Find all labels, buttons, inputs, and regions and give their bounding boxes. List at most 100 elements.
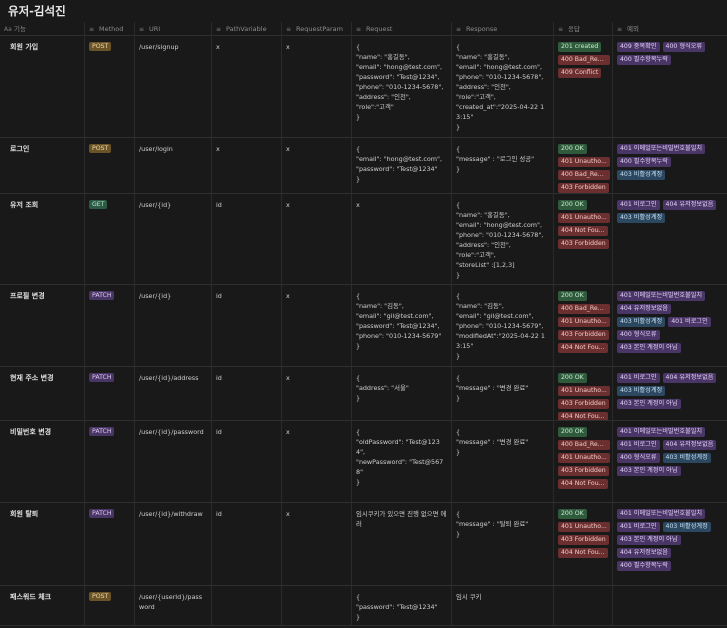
status-code-tag: 404 Not Fou... (558, 548, 608, 558)
column-header-6[interactable]: ≡ Response (451, 22, 553, 36)
status-codes-cell[interactable]: 201 created 400 Bad_Req... 409 Conflict (553, 36, 612, 137)
requestparam-cell[interactable]: x (281, 194, 351, 284)
name-cell[interactable]: 회원 가입 (10, 43, 39, 51)
exceptions-cell[interactable]: 401 이메일또는비밀번호불일치 401 비로그인 403 비활성계정 403 본인 … (612, 503, 727, 585)
name-cell[interactable]: 유저 조회 (10, 201, 39, 209)
status-code-tag: 403 Forbidden (558, 466, 609, 476)
column-header-4[interactable]: ≡ RequestParam (281, 22, 351, 36)
uri-cell[interactable]: /user/{id}/password (134, 421, 211, 502)
request-cell[interactable]: { "password": "Test@1234" } (351, 586, 451, 625)
column-header-8[interactable]: ≡ 예외 (612, 22, 727, 36)
table-row[interactable]: 회원 탈퇴 PATCH/user/{id}/withdraw id x 임시쿠키가 있으… (0, 503, 727, 586)
exceptions-cell[interactable]: 409 중복확인 400 형식오류 400 필수항목누락 (612, 36, 727, 137)
name-cell[interactable]: 현재 주소 변경 (10, 374, 54, 382)
response-cell[interactable]: { "name": "김동", "email": "gil@test.com",… (451, 285, 553, 366)
method-cell[interactable]: GET (84, 194, 134, 284)
name-cell[interactable]: 로그인 (10, 145, 30, 153)
exception-tag: 404 유저정보없음 (617, 548, 671, 558)
status-codes-cell[interactable] (553, 586, 612, 625)
method-cell[interactable]: PATCH (84, 285, 134, 366)
status-code-tag: 401 Unautho... (558, 157, 610, 167)
status-code-tag: 200 OK (558, 291, 587, 301)
exceptions-cell[interactable]: 401 이메일또는비밀번호불일치 404 유저정보없음 403 비활성계정 401 비… (612, 285, 727, 366)
table-row[interactable]: 프로필 변경 PATCH/user/{id} id x{ "name": "김동", … (0, 285, 727, 367)
exceptions-cell[interactable]: 401 비로그인 404 유저정보없음 403 비활성계정 403 본인 계정이 아님 (612, 367, 727, 420)
request-cell[interactable]: { "name": "김동", "email": "gil@test.com",… (351, 285, 451, 366)
pathvariable-cell[interactable]: id (211, 194, 281, 284)
response-cell[interactable]: { "name": "홍길동", "email": "hong@test.com… (451, 36, 553, 137)
column-header-7[interactable]: ≡ 응답 (553, 22, 612, 36)
exceptions-cell[interactable]: 401 비로그인 404 유저정보없음 403 비활성계정 (612, 194, 727, 284)
status-codes-cell[interactable]: 200 OK 401 Unautho... 403 Forbidden 404 Not… (553, 503, 612, 585)
method-cell[interactable]: POST (84, 138, 134, 193)
request-cell[interactable]: x (351, 194, 451, 284)
method-badge: GET (89, 200, 108, 209)
pathvariable-cell[interactable]: x (211, 138, 281, 193)
status-codes-cell[interactable]: 200 OK 400 Bad_Req... 401 Unautho... 403 Fo… (553, 285, 612, 366)
pathvariable-cell[interactable]: id (211, 503, 281, 585)
request-cell[interactable]: { "email": "hong@test.com", "password": … (351, 138, 451, 193)
column-header-5[interactable]: ≡ Request (351, 22, 451, 36)
uri-cell[interactable]: /user/{id} (134, 285, 211, 366)
requestparam-cell[interactable]: x (281, 367, 351, 420)
uri-cell[interactable]: /user/{userId}/password (134, 586, 211, 625)
table-row[interactable]: 비밀번호 변경 PATCH/user/{id}/password id x{ "old… (0, 421, 727, 503)
exception-tag: 404 유저정보없음 (662, 373, 717, 383)
status-codes-cell[interactable]: 200 OK 401 Unautho... 404 Not Fou... 403 Fo… (553, 194, 612, 284)
requestparam-cell[interactable]: x (281, 421, 351, 502)
status-code-tag: 400 Bad_Req... (558, 304, 610, 314)
exceptions-cell[interactable]: 401 이메일또는비밀번호불일치 401 비로그인 404 유저정보없음400 형식… (612, 421, 727, 502)
table-row[interactable]: 현재 주소 변경 PATCH/user/{id}/address id x{ "add… (0, 367, 727, 421)
status-code-tag: 400 Bad_Req... (558, 55, 610, 65)
requestparam-cell[interactable] (281, 586, 351, 625)
request-cell[interactable]: { "address": "서울" } (351, 367, 451, 420)
name-cell[interactable]: 비밀번호 변경 (10, 428, 52, 436)
uri-cell[interactable]: /user/signup (134, 36, 211, 137)
status-code-tag: 403 Forbidden (558, 183, 609, 193)
response-cell[interactable]: { "name": "홍길동", "email": "hong@test.com… (451, 194, 553, 284)
pathvariable-cell[interactable]: id (211, 285, 281, 366)
status-codes-cell[interactable]: 200 OK 400 Bad_Req... 401 Unautho... 403 Fo… (553, 421, 612, 502)
column-header-0[interactable]: Aa 기능 (0, 22, 84, 36)
column-header-3[interactable]: ≡ PathVariable (211, 22, 281, 36)
column-header-2[interactable]: ≡ URI (134, 22, 211, 36)
requestparam-cell[interactable]: x (281, 138, 351, 193)
exceptions-cell[interactable]: 401 이메일또는비밀번호불일치 400 필수항목누락 403 비활성계정 (612, 138, 727, 193)
method-cell[interactable]: PATCH (84, 503, 134, 585)
response-cell[interactable]: { "message" : "변경 완료" } (451, 367, 553, 420)
pathvariable-cell[interactable]: id (211, 367, 281, 420)
request-cell[interactable]: 임시쿠키가 있으면 진행 없으면 에러 (351, 503, 451, 585)
uri-cell[interactable]: /user/login (134, 138, 211, 193)
request-cell[interactable]: { "oldPassword": "Test@1234", "newPasswo… (351, 421, 451, 502)
column-header-1[interactable]: ≡ Method (84, 22, 134, 36)
method-cell[interactable]: POST (84, 586, 134, 625)
pathvariable-cell[interactable]: id (211, 421, 281, 502)
table-row[interactable]: 회원 가입 POST/user/signup x x{ "name": "홍길동", … (0, 36, 727, 138)
uri-cell[interactable]: /user/{id}/withdraw (134, 503, 211, 585)
response-cell[interactable]: { "message" : "탈퇴 완료" } (451, 503, 553, 585)
pathvariable-cell[interactable]: x (211, 36, 281, 137)
name-cell[interactable]: 패스워드 체크 (10, 593, 52, 601)
uri-cell[interactable]: /user/{id}/address (134, 367, 211, 420)
uri-cell[interactable]: /user/{id} (134, 194, 211, 284)
name-cell[interactable]: 프로필 변경 (10, 292, 45, 300)
method-cell[interactable]: PATCH (84, 367, 134, 420)
status-codes-cell[interactable]: 200 OK 401 Unautho... 400 Bad_Req... 403 Fo… (553, 138, 612, 193)
requestparam-cell[interactable]: x (281, 503, 351, 585)
status-codes-cell[interactable]: 200 OK 401 Unautho... 403 Forbidden 404 Not… (553, 367, 612, 420)
name-cell[interactable]: 회원 탈퇴 (10, 510, 39, 518)
method-cell[interactable]: POST (84, 36, 134, 137)
requestparam-cell[interactable]: x (281, 36, 351, 137)
request-cell[interactable]: { "name": "홍길동", "email": "hong@test.com… (351, 36, 451, 137)
response-cell[interactable]: { "message" : "로그인 성공" } (451, 138, 553, 193)
requestparam-cell[interactable]: x (281, 285, 351, 366)
response-cell[interactable]: { "message" : "변경 완료" } (451, 421, 553, 502)
response-cell[interactable]: 임시 쿠키 (451, 586, 553, 625)
exceptions-cell[interactable] (612, 586, 727, 625)
method-cell[interactable]: PATCH (84, 421, 134, 502)
list-property-icon: ≡ (89, 26, 95, 33)
table-row[interactable]: 유저 조회 GET/user/{id} id x x{ "name": "홍길동", "… (0, 194, 727, 285)
pathvariable-cell[interactable] (211, 586, 281, 625)
table-row[interactable]: 패스워드 체크 POST/user/{userId}/password { "pas… (0, 586, 727, 626)
table-row[interactable]: 로그인 POST/user/login x x{ "email": "hong@tes… (0, 138, 727, 194)
